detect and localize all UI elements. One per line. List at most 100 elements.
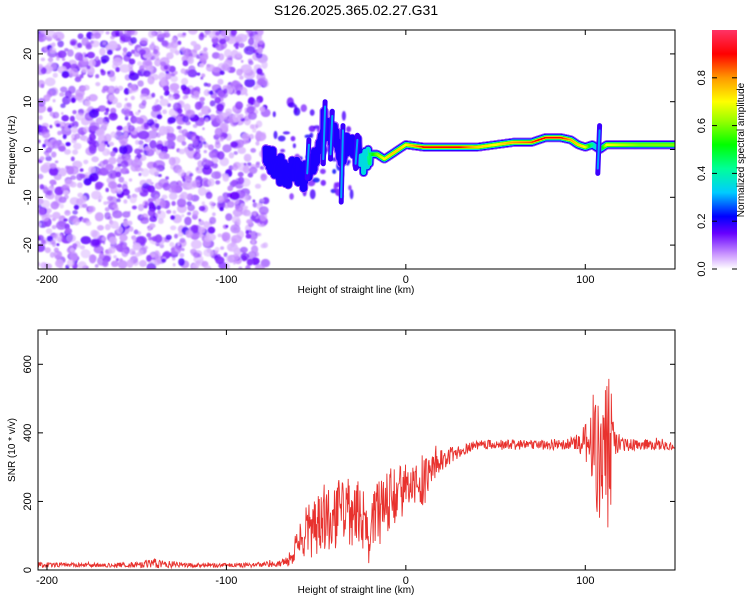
- noise-blob: [107, 71, 111, 75]
- noise-blob: [65, 234, 76, 243]
- noise-blob: [134, 252, 140, 257]
- noise-blob: [85, 96, 91, 101]
- noise-blob: [86, 44, 91, 48]
- noise-blob: [182, 95, 186, 100]
- noise-blob: [255, 162, 260, 169]
- noise-blob: [341, 110, 346, 121]
- noise-blob: [147, 198, 154, 203]
- noise-blob: [49, 163, 57, 169]
- noise-blob: [253, 85, 258, 90]
- noise-blob: [146, 119, 155, 126]
- noise-blob: [163, 32, 171, 38]
- noise-blob: [135, 111, 140, 116]
- noise-blob: [202, 141, 207, 145]
- noise-blob: [42, 143, 47, 148]
- noise-blob: [151, 104, 160, 112]
- noise-blob: [79, 173, 86, 179]
- noise-blob: [105, 31, 110, 35]
- noise-blob: [119, 64, 131, 73]
- noise-blob: [57, 50, 67, 59]
- noise-blob: [81, 66, 88, 73]
- noise-blob: [60, 126, 65, 130]
- noise-blob: [83, 57, 88, 62]
- noise-blob: [225, 224, 229, 228]
- noise-blob: [200, 76, 204, 80]
- noise-blob: [86, 65, 91, 70]
- noise-blob: [57, 130, 62, 136]
- noise-blob: [95, 82, 101, 87]
- noise-blob: [180, 84, 187, 91]
- noise-blob: [98, 195, 103, 200]
- noise-blob: [50, 87, 59, 96]
- noise-blob: [225, 213, 233, 221]
- noise-blob: [143, 70, 151, 77]
- noise-blob: [187, 143, 195, 152]
- noise-blob: [131, 49, 136, 54]
- noise-blob: [231, 179, 237, 187]
- noise-blob: [38, 97, 46, 107]
- noise-blob: [251, 239, 256, 245]
- noise-blob: [287, 102, 296, 108]
- noise-blob: [88, 109, 99, 118]
- noise-blob: [139, 65, 145, 72]
- noise-blob: [77, 62, 83, 68]
- noise-blob: [88, 94, 98, 102]
- noise-blob: [215, 31, 220, 36]
- noise-blob: [82, 52, 87, 56]
- noise-blob: [72, 110, 77, 115]
- noise-blob: [146, 149, 154, 156]
- noise-blob: [290, 136, 296, 142]
- noise-blob: [120, 140, 126, 147]
- noise-blob: [132, 116, 142, 124]
- noise-blob: [61, 112, 64, 115]
- noise-blob: [41, 199, 50, 209]
- noise-blob: [39, 156, 45, 161]
- noise-blob: [52, 72, 58, 78]
- noise-blob: [116, 198, 121, 203]
- noise-blob: [232, 164, 239, 171]
- noise-blob: [85, 220, 92, 226]
- noise-blob: [110, 107, 117, 114]
- noise-blob: [167, 95, 175, 101]
- noise-blob: [51, 225, 57, 230]
- noise-blob: [253, 212, 257, 216]
- noise-blob: [105, 163, 114, 171]
- noise-blob: [156, 114, 163, 120]
- noise-blob: [61, 70, 70, 79]
- noise-blob: [77, 33, 84, 40]
- noise-blob: [346, 126, 352, 133]
- noise-blob: [170, 72, 176, 77]
- noise-blob: [102, 85, 110, 92]
- noise-blob: [158, 72, 166, 82]
- noise-blob: [251, 257, 260, 266]
- noise-blob: [215, 139, 221, 145]
- noise-blob: [245, 157, 249, 161]
- noise-blob: [246, 219, 253, 225]
- noise-blob: [230, 141, 239, 148]
- noise-blob: [69, 115, 75, 122]
- noise-blob: [218, 53, 225, 61]
- noise-blob: [156, 205, 162, 211]
- noise-blob: [116, 125, 123, 131]
- noise-blob: [202, 127, 205, 131]
- noise-blob: [102, 160, 109, 165]
- noise-blob: [112, 210, 123, 219]
- noise-blob: [100, 68, 104, 73]
- noise-blob: [188, 30, 198, 35]
- noise-blob: [176, 108, 183, 114]
- noise-blob: [243, 162, 247, 166]
- noise-blob: [230, 30, 237, 36]
- noise-blob: [38, 198, 44, 205]
- noise-blob: [97, 225, 104, 231]
- noise-blob: [238, 266, 243, 269]
- noise-blob: [223, 59, 233, 68]
- noise-blob: [300, 104, 307, 112]
- noise-blob: [133, 51, 141, 57]
- noise-blob: [201, 201, 205, 206]
- noise-blob: [134, 148, 142, 155]
- noise-blob: [229, 191, 240, 201]
- noise-blob: [91, 156, 99, 163]
- noise-blob: [95, 56, 99, 61]
- noise-blob: [81, 203, 88, 208]
